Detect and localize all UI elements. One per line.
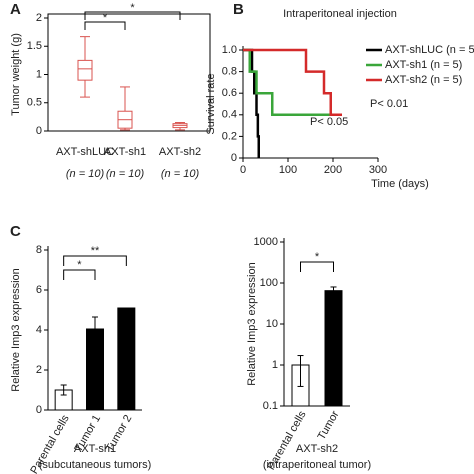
y-tick-label: 1 — [36, 68, 42, 80]
x-tick-label: 300 — [369, 164, 387, 176]
caption: AXT-sh2 — [296, 443, 338, 455]
bar — [117, 307, 136, 411]
y-tick-label: 1 — [272, 359, 278, 371]
y-tick-label: 1.0 — [222, 44, 237, 56]
y-tick-label: 1000 — [254, 236, 278, 248]
significance-label: * — [103, 12, 108, 24]
significance-label: * — [130, 2, 135, 14]
x-tick-label: 100 — [279, 164, 297, 176]
y-tick-label: 1.5 — [27, 40, 42, 52]
y-tick-label: 10 — [266, 318, 278, 330]
y-axis-label: Relative Imp3 expression — [10, 268, 22, 392]
caption: (subcutaneous tumors) — [39, 459, 152, 471]
legend-label: AXT-sh1 (n = 5) — [385, 59, 462, 71]
y-tick-label: 0.4 — [222, 109, 237, 121]
y-tick-label: 100 — [260, 277, 278, 289]
annotation: P< 0.01 — [370, 98, 408, 110]
significance-label: ** — [91, 245, 100, 257]
bar — [324, 290, 343, 407]
x-tick-label: 0 — [240, 164, 246, 176]
y-tick-label: 8 — [36, 244, 42, 256]
panel-label: B — [233, 1, 244, 18]
plot-frame — [47, 13, 211, 132]
y-tick-label: 6 — [36, 284, 42, 296]
y-tick-label: 4 — [36, 324, 42, 336]
survival-curve — [243, 48, 333, 117]
chart-title: Intraperitoneal injection — [283, 8, 397, 20]
n-label: (n = 10) — [106, 168, 145, 180]
y-tick-label: 0.2 — [222, 130, 237, 142]
significance-label: * — [77, 259, 82, 271]
y-tick-label: 0 — [231, 152, 237, 164]
y-tick-label: 0.5 — [27, 97, 42, 109]
significance-bracket — [63, 269, 96, 280]
y-tick-label: 2 — [36, 12, 42, 24]
panel-label: C — [10, 223, 21, 240]
caption: AXT-sh1 — [74, 443, 116, 455]
y-tick-label: 0 — [36, 404, 42, 416]
y-axis-label: Relative Imp3 expression — [246, 262, 258, 386]
x-tick-label: 200 — [324, 164, 342, 176]
significance-bracket — [84, 11, 181, 20]
significance-label: * — [315, 251, 320, 263]
legend-label: AXT-shLUC (n = 5) — [385, 44, 474, 56]
x-tick-label: AXT-sh2 — [159, 146, 201, 158]
y-axis-label: Survival rate — [205, 73, 217, 134]
n-label: (n = 10) — [66, 168, 105, 180]
panel-label: A — [10, 1, 21, 18]
caption: (intraperitoneal tumor) — [263, 459, 371, 471]
y-tick-label: 2 — [36, 364, 42, 376]
y-tick-label: 0.6 — [222, 87, 237, 99]
y-tick-label: 0.8 — [222, 66, 237, 78]
significance-bracket — [84, 21, 126, 30]
x-tick-label: AXT-shLUC — [56, 146, 114, 158]
x-tick-label: Tumor — [316, 409, 342, 442]
significance-bracket — [63, 255, 127, 266]
x-tick-label: AXT-sh1 — [104, 146, 146, 158]
annotation: P< 0.05 — [310, 116, 348, 128]
x-axis-label: Time (days) — [371, 178, 429, 190]
y-tick-label: 0.1 — [263, 400, 278, 412]
y-axis-label: Tumor weight (g) — [10, 33, 22, 116]
legend-label: AXT-sh2 (n = 5) — [385, 74, 462, 86]
n-label: (n = 10) — [161, 168, 200, 180]
significance-bracket — [300, 261, 334, 272]
y-tick-label: 0 — [36, 125, 42, 137]
survival-curve — [243, 48, 342, 117]
box — [77, 59, 93, 81]
